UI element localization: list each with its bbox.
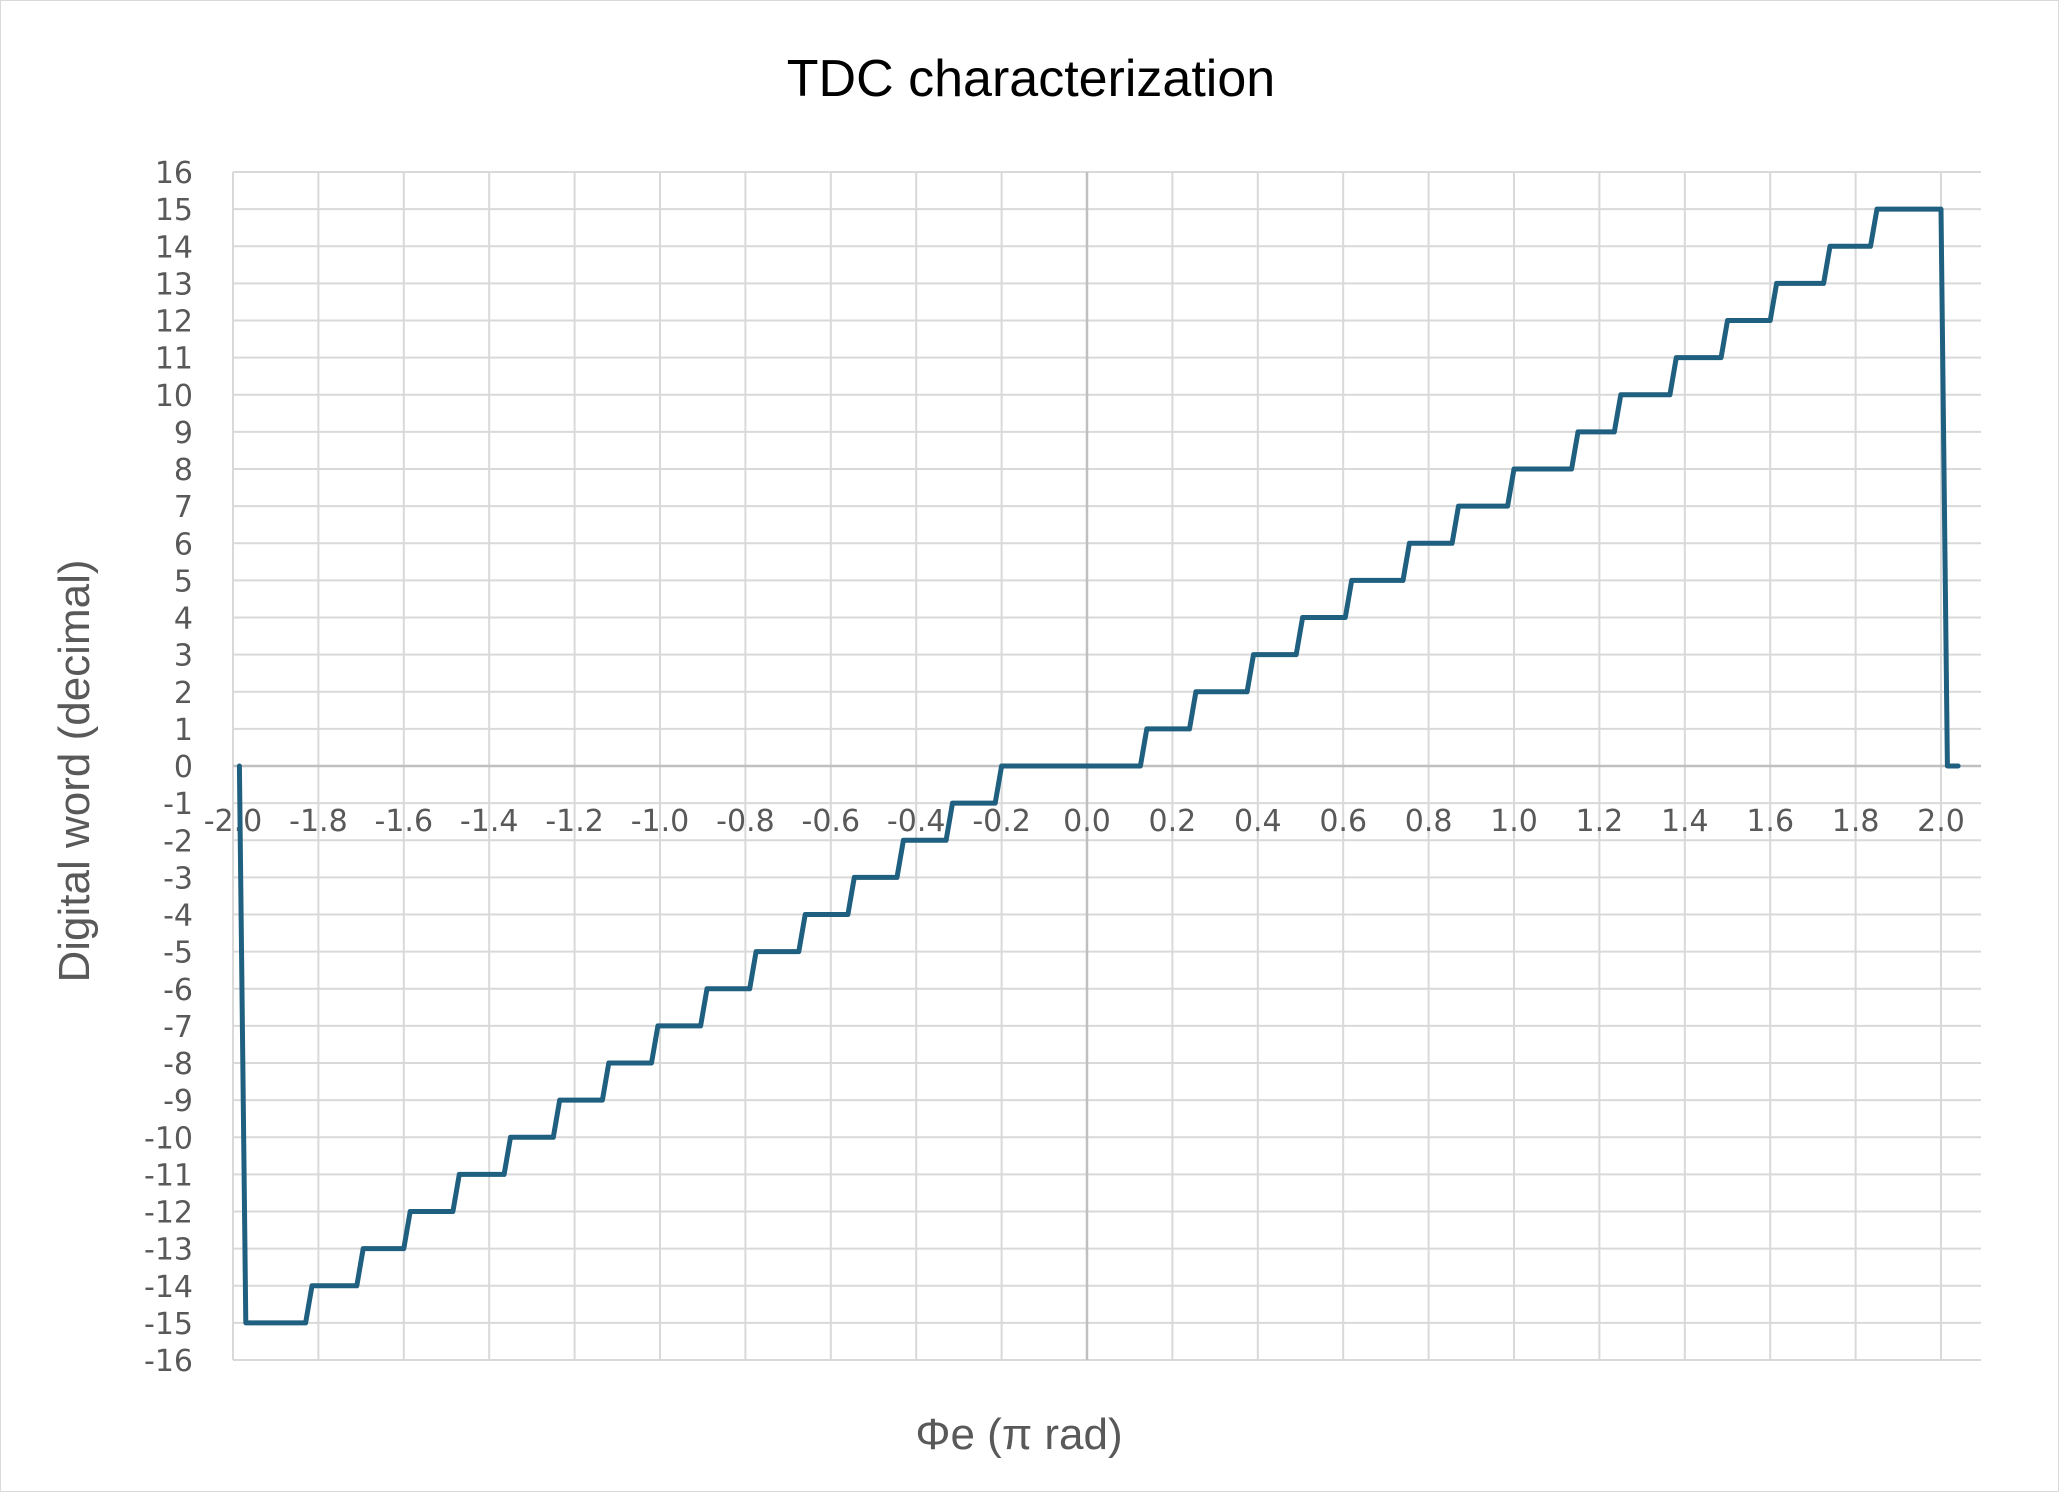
x-tick-label: 2.0 xyxy=(1917,804,1965,839)
y-tick-label: 6 xyxy=(174,527,193,562)
y-tick-label: 10 xyxy=(155,379,193,414)
y-tick-label: 1 xyxy=(174,713,193,748)
x-tick-label: 1.0 xyxy=(1490,804,1538,839)
y-tick-label: -1 xyxy=(163,787,193,822)
x-tick-label: 1.8 xyxy=(1832,804,1880,839)
x-tick-label: 0.2 xyxy=(1149,804,1197,839)
x-tick-label: 0.8 xyxy=(1405,804,1453,839)
y-tick-label: -9 xyxy=(163,1084,193,1119)
y-tick-label: -12 xyxy=(144,1196,193,1231)
chart-title: TDC characterization xyxy=(787,50,1275,108)
y-tick-label: -13 xyxy=(144,1233,193,1268)
series xyxy=(236,206,1961,1326)
x-tick-label: -1.0 xyxy=(631,804,690,839)
x-tick-label: 1.6 xyxy=(1746,804,1794,839)
y-tick-label: 0 xyxy=(174,750,193,785)
x-tick-label: -0.4 xyxy=(887,804,946,839)
y-tick-label: -15 xyxy=(144,1307,193,1342)
y-tick-label: 15 xyxy=(155,193,193,228)
x-tick-label: 0.4 xyxy=(1234,804,1282,839)
y-tick-label: -10 xyxy=(144,1121,193,1156)
tick-labels: -16-15-14-13-12-11-10-9-8-7-6-5-4-3-2-10… xyxy=(144,156,1965,1379)
x-tick-label: -1.2 xyxy=(545,804,604,839)
x-tick-label: -1.6 xyxy=(375,804,434,839)
x-axis-title: Φe (π rad) xyxy=(915,1410,1122,1459)
x-tick-label: -0.6 xyxy=(802,804,861,839)
x-tick-label: -1.4 xyxy=(460,804,519,839)
y-tick-label: -8 xyxy=(163,1047,193,1082)
y-tick-label: 3 xyxy=(174,639,193,674)
grid xyxy=(232,171,1981,1361)
y-tick-label: -5 xyxy=(163,936,193,971)
y-tick-label: 12 xyxy=(155,305,193,340)
y-tick-label: 14 xyxy=(155,230,193,265)
y-tick-label: 16 xyxy=(155,156,193,191)
y-tick-label: 8 xyxy=(174,453,193,488)
x-tick-label: -2.0 xyxy=(204,804,263,839)
y-tick-label: -6 xyxy=(163,973,193,1008)
y-tick-label: -7 xyxy=(163,1010,193,1045)
y-tick-label: 13 xyxy=(155,267,193,302)
y-tick-label: -14 xyxy=(144,1270,193,1305)
x-tick-label: 1.2 xyxy=(1576,804,1624,839)
y-tick-label: 2 xyxy=(174,676,193,711)
y-tick-label: -16 xyxy=(144,1344,193,1379)
y-tick-label: -2 xyxy=(163,824,193,859)
y-tick-label: -4 xyxy=(163,899,193,934)
y-tick-label: 11 xyxy=(155,342,193,377)
x-tick-label: 0.6 xyxy=(1319,804,1367,839)
x-tick-label: -1.8 xyxy=(289,804,348,839)
x-tick-label: -0.2 xyxy=(972,804,1031,839)
y-tick-label: -3 xyxy=(163,861,193,896)
y-tick-label: -11 xyxy=(144,1158,193,1193)
series-line xyxy=(236,206,1961,1326)
y-tick-label: 7 xyxy=(174,490,193,525)
y-tick-label: 5 xyxy=(174,564,193,599)
y-tick-label: 9 xyxy=(174,416,193,451)
y-axis-title: Digital word (decimal) xyxy=(50,559,99,982)
y-tick-label: 4 xyxy=(174,602,193,637)
x-tick-label: -0.8 xyxy=(716,804,775,839)
x-tick-label: 1.4 xyxy=(1661,804,1709,839)
x-tick-label: 0.0 xyxy=(1063,804,1111,839)
